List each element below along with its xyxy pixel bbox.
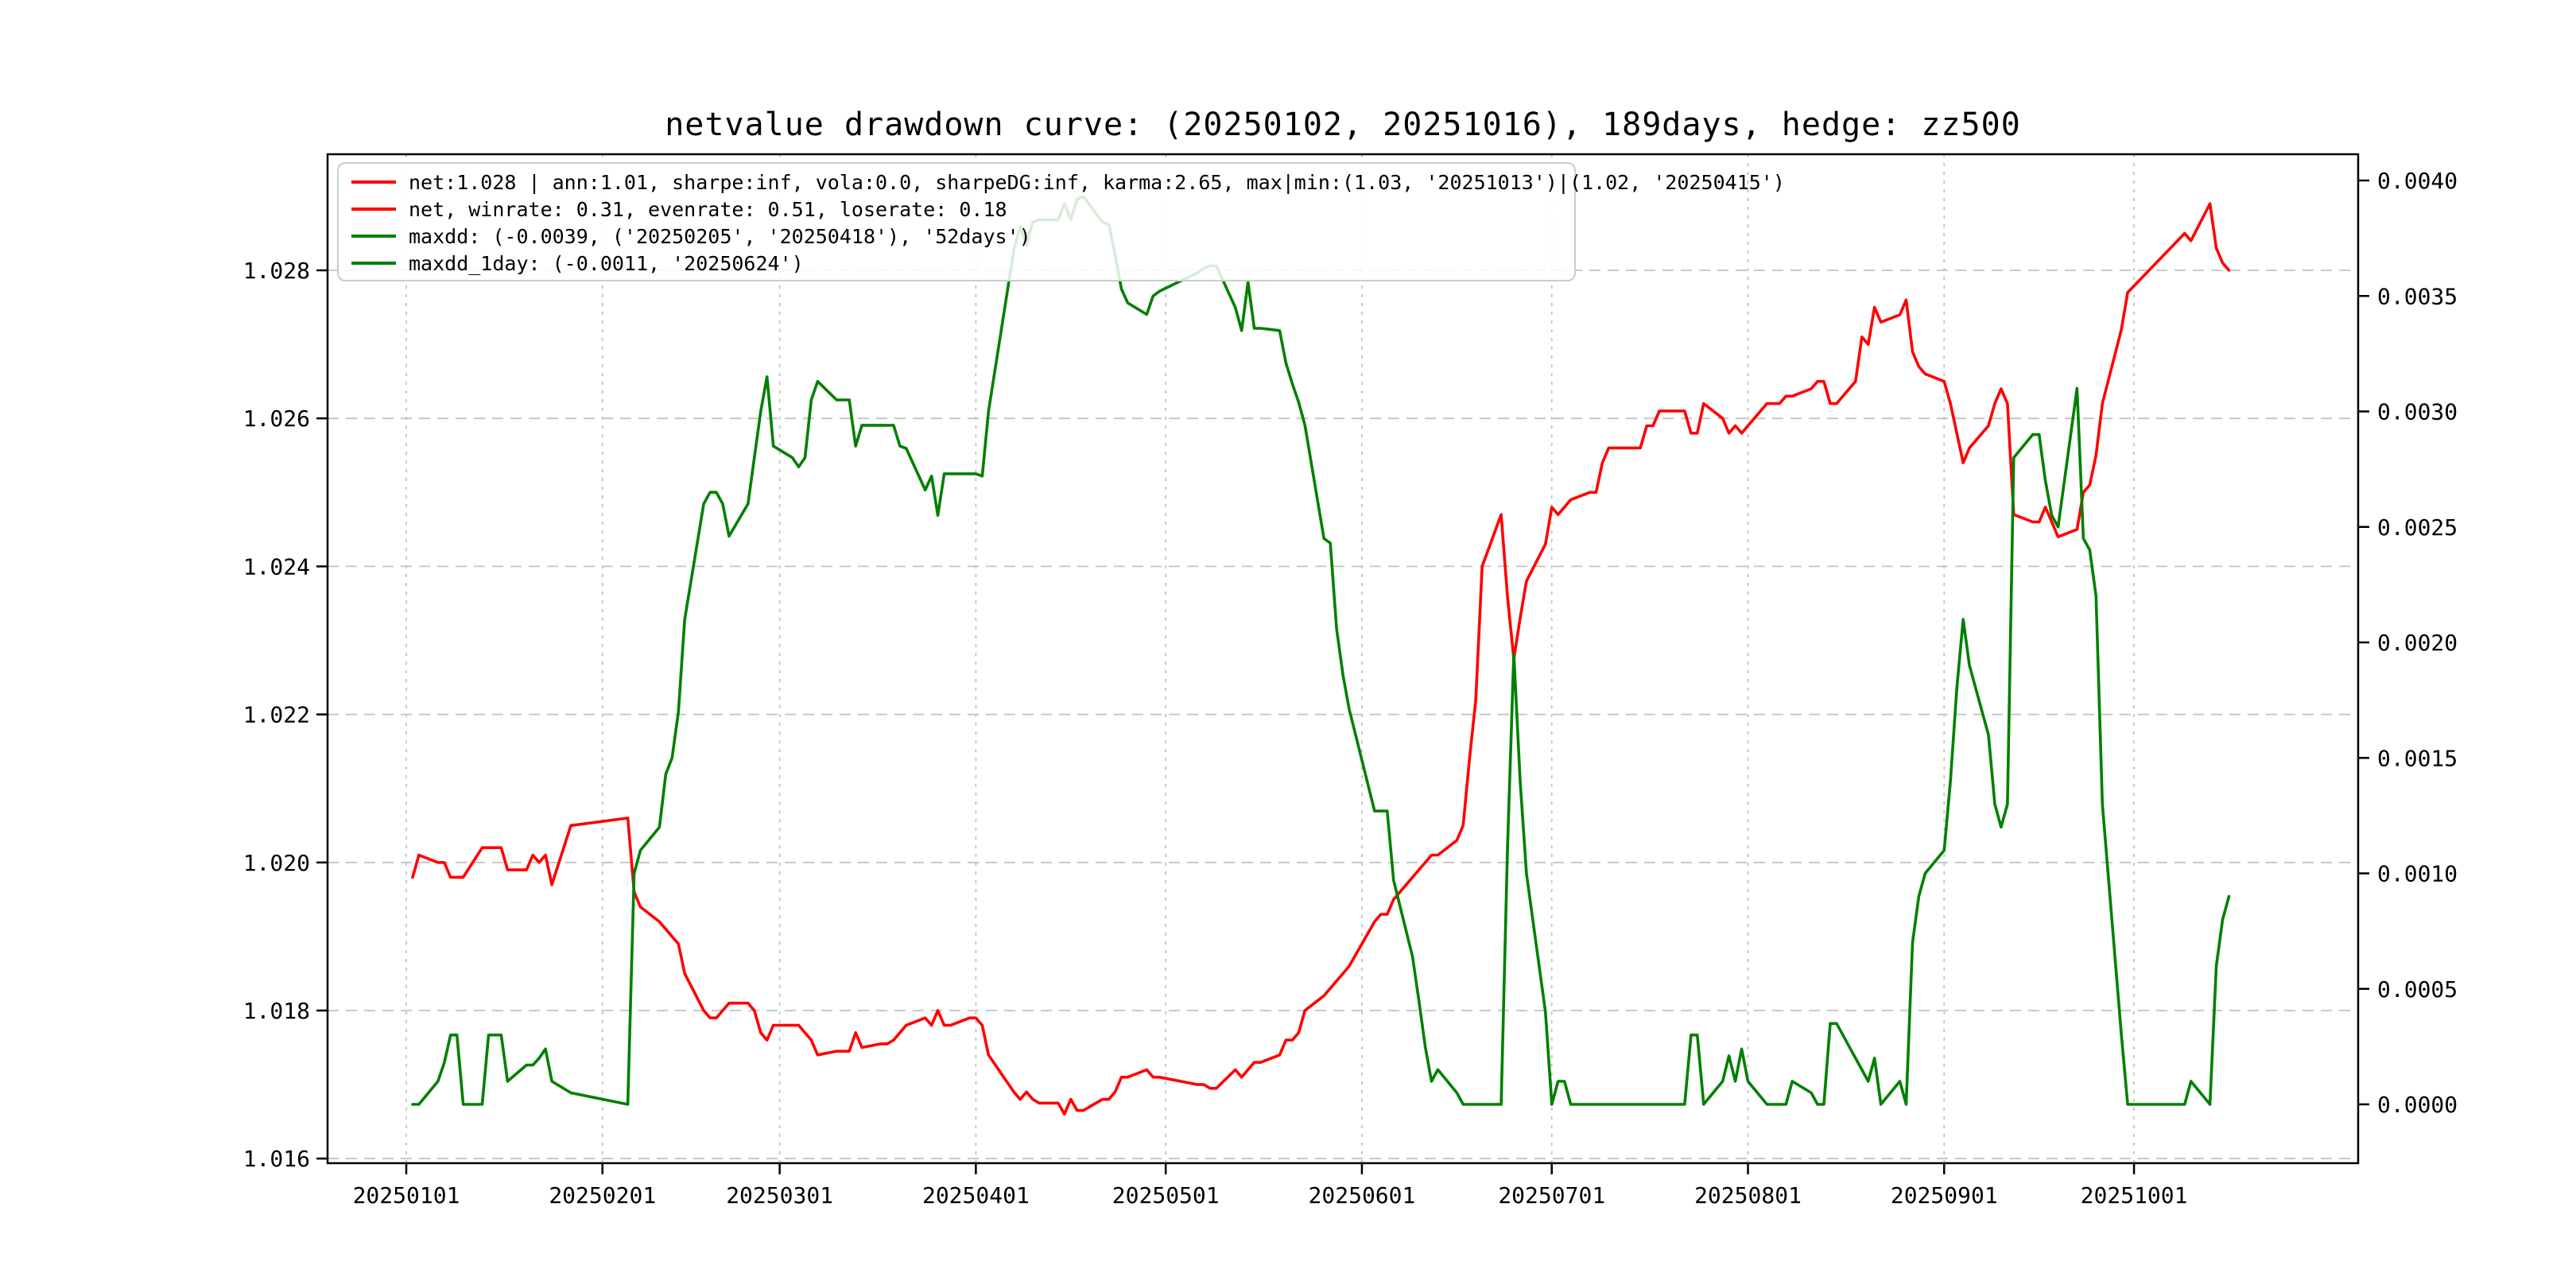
y-axis-left-tick-label: 1.016: [243, 1146, 310, 1172]
legend-item-label: maxdd: (-0.0039, ('20250205', '20250418'…: [409, 224, 1031, 248]
maxdd-line: [411, 195, 2231, 1106]
y-axis-right-tick-label: 0.0010: [2377, 861, 2458, 887]
x-axis-tick-label: 20250301: [726, 1182, 833, 1208]
x-axis-tick-label: 20250401: [922, 1182, 1030, 1208]
plot-border: [326, 153, 2360, 1165]
x-axis-tick-label: 20250101: [353, 1182, 460, 1208]
maxdd-line-swatch: [351, 235, 396, 238]
legend-item-label: net:1.028 | ann:1.01, sharpe:inf, vola:0…: [409, 170, 1785, 194]
net-line: [411, 202, 2231, 1116]
legend-item-label: net, winrate: 0.31, evenrate: 0.51, lose…: [409, 197, 1007, 221]
y-axis-left-tick-label: 1.028: [243, 258, 310, 284]
y-axis-right-tick-label: 0.0035: [2377, 283, 2458, 309]
y-axis-left-tick-label: 1.026: [243, 405, 310, 432]
y-axis-right-tick-label: 0.0000: [2377, 1092, 2458, 1118]
x-axis-tick-label: 20250801: [1694, 1182, 1802, 1208]
legend-item-label: maxdd_1day: (-0.0011, '20250624'): [409, 251, 804, 275]
x-axis-tick-label: 20250901: [1891, 1182, 1998, 1208]
maxdd-1day-line-swatch: [351, 262, 396, 265]
y-axis-right-tick-label: 0.0005: [2377, 976, 2458, 1003]
net-line-swatch: [351, 180, 396, 184]
x-axis-tick-label: 20251001: [2081, 1182, 2188, 1208]
x-axis-tick-label: 20250701: [1498, 1182, 1605, 1208]
y-axis-left-tick-label: 1.018: [243, 998, 310, 1024]
chart-title: netvalue drawdown curve: (20250102, 2025…: [665, 107, 2021, 143]
legend-item: net:1.028 | ann:1.01, sharpe:inf, vola:0…: [351, 169, 1785, 196]
legend: net:1.028 | ann:1.01, sharpe:inf, vola:0…: [337, 162, 1785, 281]
y-axis-left-tick-label: 1.024: [243, 553, 310, 580]
y-axis-right-tick-label: 0.0015: [2377, 745, 2458, 771]
legend-item: maxdd_1day: (-0.0011, '20250624'): [351, 250, 1574, 277]
legend-item: maxdd: (-0.0039, ('20250205', '20250418'…: [351, 223, 1574, 250]
x-axis-tick-label: 20250501: [1112, 1182, 1220, 1208]
x-axis-tick-label: 20250201: [549, 1182, 656, 1208]
legend-item: net, winrate: 0.31, evenrate: 0.51, lose…: [351, 196, 1574, 223]
y-axis-left-tick-label: 1.020: [243, 850, 310, 876]
net-winrate-line-swatch: [351, 208, 396, 211]
y-axis-right-tick-label: 0.0040: [2377, 168, 2458, 194]
x-axis-tick-label: 20250601: [1309, 1182, 1416, 1208]
y-axis-right-tick-label: 0.0025: [2377, 514, 2458, 541]
y-axis-right-tick-label: 0.0030: [2377, 399, 2458, 425]
y-axis-right-tick-label: 0.0020: [2377, 630, 2458, 656]
y-axis-left-tick-label: 1.022: [243, 702, 310, 728]
